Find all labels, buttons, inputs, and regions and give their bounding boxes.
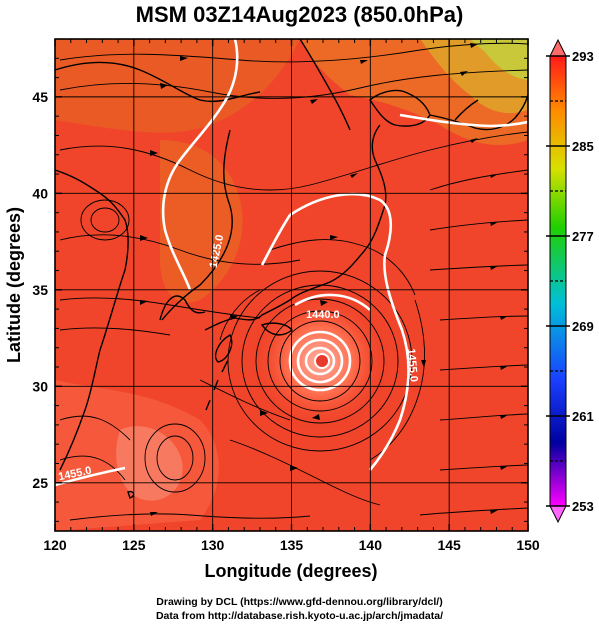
y-tick-label: 30 [32, 378, 48, 394]
contour-label: 1455.0 [405, 348, 420, 383]
colorbar-tick-label: 253 [572, 499, 594, 514]
colorbar-tick-label: 277 [572, 229, 594, 244]
y-tick-label: 40 [32, 185, 48, 201]
credit-data-source: Data from http://database.rish.kyoto-u.a… [155, 610, 444, 622]
y-tick-label: 25 [32, 475, 48, 491]
grid-lines [55, 39, 528, 531]
cyclone-center-marker [314, 353, 330, 369]
coastlines [55, 39, 528, 499]
colorbar-tick-label: 293 [572, 49, 594, 64]
height-contours [55, 39, 528, 487]
contour-label: 1440.0 [306, 309, 340, 321]
y-tick-label: 35 [32, 282, 48, 298]
x-tick-label: 150 [516, 537, 540, 553]
x-tick-label: 130 [201, 537, 225, 553]
credit-drawing: Drawing by DCL (https://www.gfd-dennou.o… [156, 596, 443, 608]
x-tick-label: 145 [437, 537, 461, 553]
colorbar-top-arrow [549, 38, 567, 57]
colorbar: 293 285 277 269 261 253 [546, 38, 594, 524]
colorbar-tick-label: 261 [572, 409, 594, 424]
x-axis-label: Longitude (degrees) [204, 561, 377, 581]
colorbar-tick-label: 285 [572, 139, 594, 154]
colorbar-bottom-arrow [549, 505, 567, 524]
wind-arrowheads [140, 43, 508, 516]
x-tick-label: 135 [280, 537, 304, 553]
chart-title: MSM 03Z14Aug2023 (850.0hPa) [135, 2, 464, 27]
x-tick-label: 120 [43, 537, 67, 553]
x-tick-label: 125 [122, 537, 146, 553]
y-tick-label: 45 [32, 89, 48, 105]
y-axis-label: Latitude (degrees) [4, 207, 24, 363]
y-axis: 25 30 35 40 45 [32, 38, 528, 522]
x-tick-label: 140 [359, 537, 383, 553]
wind-streamlines [59, 42, 528, 521]
x-axis: 120 125 130 135 140 145 150 [43, 39, 540, 553]
colorbar-tick-label: 269 [572, 319, 594, 334]
